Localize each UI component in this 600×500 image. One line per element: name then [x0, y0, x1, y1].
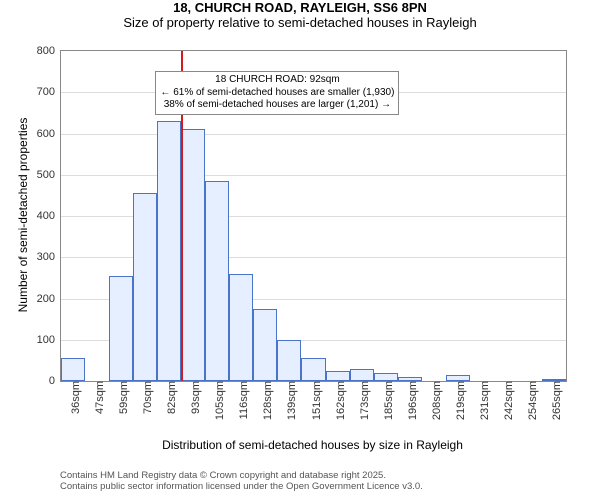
- histogram-bar: [61, 358, 85, 381]
- x-tick-label: 105sqm: [208, 381, 226, 420]
- x-tick-label: 219sqm: [449, 381, 467, 420]
- histogram-bar: [157, 121, 181, 381]
- y-tick-label: 700: [37, 86, 61, 98]
- y-tick-label: 0: [49, 375, 61, 387]
- y-tick-label: 200: [37, 293, 61, 305]
- footer: Contains HM Land Registry data © Crown c…: [60, 470, 600, 493]
- footer-line-1: Contains HM Land Registry data © Crown c…: [60, 470, 600, 481]
- histogram-bar: [326, 371, 350, 381]
- x-tick-label: 231sqm: [473, 381, 491, 420]
- histogram-bar: [133, 193, 157, 381]
- histogram-bar: [350, 369, 374, 381]
- x-axis-label: Distribution of semi-detached houses by …: [60, 438, 565, 452]
- y-tick-label: 500: [37, 169, 61, 181]
- histogram-bar: [109, 276, 133, 381]
- histogram-bar: [229, 274, 253, 381]
- histogram-bar: [181, 129, 205, 381]
- x-tick-label: 128sqm: [256, 381, 274, 420]
- y-tick-label: 300: [37, 251, 61, 263]
- annotation-box: 18 CHURCH ROAD: 92sqm← 61% of semi-detac…: [155, 71, 399, 115]
- x-tick-label: 93sqm: [184, 381, 202, 414]
- x-tick-label: 173sqm: [353, 381, 371, 420]
- footer-line-2: Contains public sector information licen…: [60, 481, 600, 492]
- x-tick-label: 139sqm: [280, 381, 298, 420]
- x-tick-label: 116sqm: [232, 381, 250, 419]
- y-tick-label: 800: [37, 45, 61, 57]
- annotation-line: ← 61% of semi-detached houses are smalle…: [160, 87, 394, 100]
- histogram-bar: [277, 340, 301, 381]
- y-tick-label: 100: [37, 334, 61, 346]
- x-tick-label: 265sqm: [545, 381, 563, 420]
- chart-subtitle: Size of property relative to semi-detach…: [0, 15, 600, 30]
- histogram-bar: [301, 358, 325, 381]
- x-tick-label: 242sqm: [497, 381, 515, 420]
- y-tick-label: 400: [37, 210, 61, 222]
- x-tick-label: 36sqm: [64, 381, 82, 414]
- x-tick-label: 254sqm: [521, 381, 539, 420]
- histogram-bar: [205, 181, 229, 381]
- grid-line: [61, 134, 566, 135]
- plot-area: 010020030040050060070080036sqm47sqm59sqm…: [60, 50, 567, 382]
- annotation-line: 38% of semi-detached houses are larger (…: [160, 99, 394, 112]
- histogram-bar: [374, 373, 398, 381]
- x-tick-label: 70sqm: [136, 381, 154, 414]
- x-tick-label: 82sqm: [160, 381, 178, 414]
- annotation-line: 18 CHURCH ROAD: 92sqm: [160, 74, 394, 87]
- y-axis-label: Number of semi-detached properties: [16, 50, 30, 380]
- y-tick-label: 600: [37, 128, 61, 140]
- x-tick-label: 47sqm: [88, 381, 106, 414]
- x-tick-label: 196sqm: [401, 381, 419, 420]
- x-tick-label: 151sqm: [305, 381, 323, 420]
- x-tick-label: 59sqm: [112, 381, 130, 414]
- x-tick-label: 162sqm: [329, 381, 347, 420]
- grid-line: [61, 175, 566, 176]
- chart-title: 18, CHURCH ROAD, RAYLEIGH, SS6 8PN: [0, 0, 600, 15]
- x-tick-label: 208sqm: [425, 381, 443, 420]
- x-tick-label: 185sqm: [377, 381, 395, 420]
- histogram-bar: [253, 309, 277, 381]
